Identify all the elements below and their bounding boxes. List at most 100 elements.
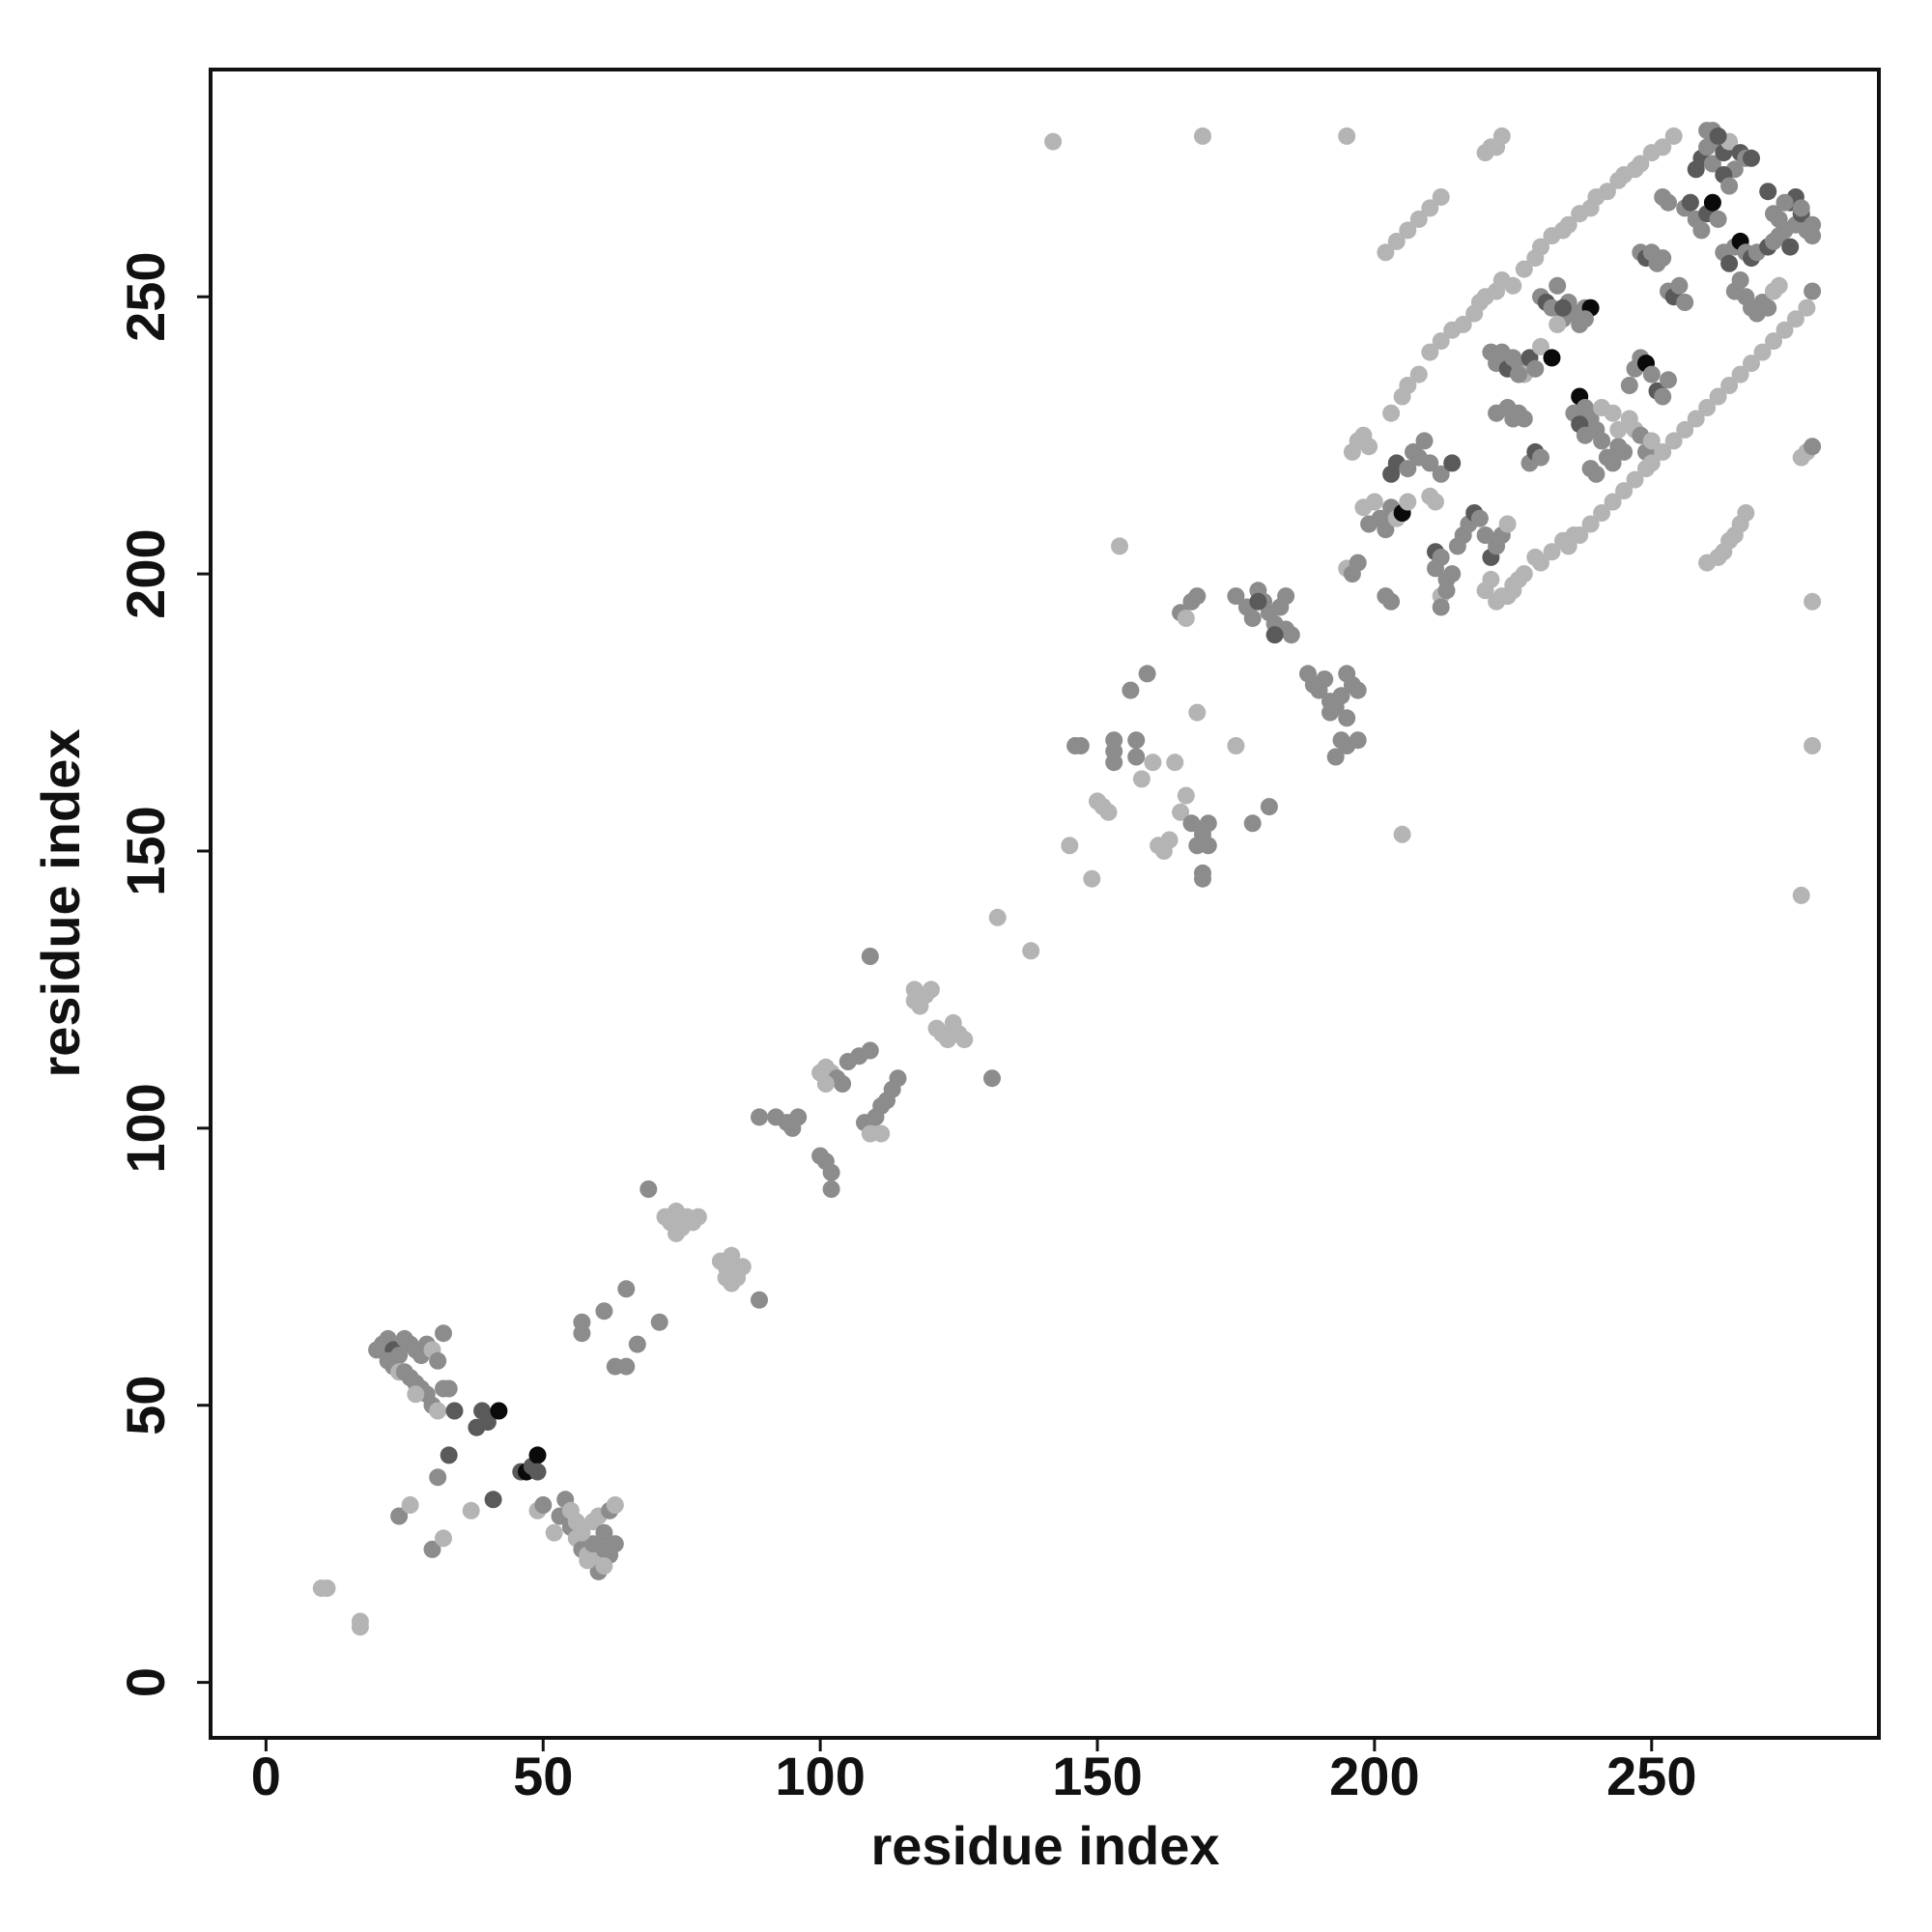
data-point [1099, 803, 1118, 821]
data-point [1543, 349, 1561, 367]
data-point [1260, 798, 1278, 816]
data-point [1804, 737, 1822, 754]
data-point [1604, 493, 1622, 511]
data-point [1664, 432, 1683, 450]
data-point [1798, 298, 1816, 317]
data-point [1332, 687, 1350, 705]
data-point [1321, 703, 1339, 722]
data-point [1510, 365, 1528, 384]
y-tick-label: 200 [115, 528, 176, 618]
data-point [617, 1357, 636, 1376]
data-point [1377, 521, 1395, 539]
data-point [1660, 371, 1677, 389]
data-point [1316, 670, 1334, 689]
data-point [1492, 127, 1511, 145]
data-point [1349, 554, 1367, 572]
data-point [1709, 210, 1727, 228]
data-point [1399, 377, 1417, 394]
data-point [1709, 387, 1727, 406]
data-point [689, 1208, 707, 1226]
data-point [955, 1031, 974, 1049]
data-point [1061, 837, 1079, 855]
data-point [1160, 831, 1179, 849]
data-point [1282, 626, 1300, 644]
data-point [1199, 814, 1217, 833]
data-point [1720, 377, 1739, 394]
data-point [1703, 155, 1721, 173]
data-point [751, 1291, 768, 1309]
x-axis-ticks: 0 50 100 150 200 250 [251, 1738, 1696, 1806]
data-point [545, 1523, 563, 1542]
data-point [1654, 138, 1672, 156]
x-tick-label: 50 [513, 1746, 573, 1806]
data-point [528, 1463, 547, 1481]
data-point [1559, 215, 1577, 234]
data-point [1626, 470, 1644, 489]
data-point [988, 908, 1007, 926]
data-point [462, 1501, 480, 1520]
data-point [1759, 298, 1777, 317]
data-point [1044, 132, 1063, 151]
data-point [1105, 753, 1123, 772]
data-point [1792, 886, 1810, 904]
data-point [816, 1075, 835, 1093]
data-point [639, 1180, 658, 1198]
y-tick-label: 100 [115, 1083, 176, 1173]
y-tick-label: 50 [115, 1376, 176, 1435]
data-point [1393, 825, 1411, 843]
data-point [1498, 515, 1517, 533]
data-point [1532, 554, 1549, 572]
data-point [1615, 442, 1634, 461]
data-point [1703, 193, 1721, 212]
data-point [1199, 837, 1217, 855]
data-point [1737, 504, 1755, 522]
data-point [1804, 592, 1822, 611]
data-point [1194, 864, 1211, 882]
y-tick-label: 250 [115, 251, 176, 341]
data-point [1720, 177, 1739, 195]
data-point [1421, 454, 1439, 472]
data-point [1138, 665, 1156, 683]
data-point [1476, 526, 1494, 544]
data-point [861, 1041, 879, 1060]
data-point [1804, 438, 1822, 456]
data-point [1326, 748, 1345, 766]
data-point [1609, 420, 1628, 439]
data-point [390, 1507, 409, 1525]
data-point [1709, 127, 1727, 145]
data-point [1399, 460, 1417, 478]
x-axis-title: residue index [870, 1815, 1219, 1876]
data-point [1571, 526, 1589, 544]
data-point [1681, 193, 1699, 212]
data-point [528, 1446, 547, 1464]
data-point [861, 948, 879, 965]
data-point [429, 1402, 447, 1420]
data-point [983, 1069, 1001, 1088]
data-point [1482, 570, 1500, 588]
data-point [1731, 365, 1749, 384]
data-point [751, 1108, 768, 1126]
data-point [789, 1108, 808, 1126]
data-point [1382, 404, 1401, 422]
data-point [1432, 332, 1450, 351]
data-point [1443, 454, 1462, 472]
data-point [1122, 681, 1140, 699]
data-point [318, 1579, 336, 1598]
data-point [1654, 249, 1672, 268]
data-point [1804, 215, 1822, 234]
x-tick-label: 0 [251, 1746, 281, 1806]
data-point [1670, 276, 1689, 295]
data-point [1642, 454, 1661, 472]
data-point [1377, 587, 1395, 606]
data-point [1127, 731, 1146, 750]
data-point [1071, 737, 1090, 754]
data-point [490, 1402, 508, 1420]
data-point [1615, 482, 1634, 500]
data-point [1188, 587, 1207, 606]
data-point [484, 1491, 502, 1509]
data-point [1277, 587, 1295, 606]
data-point [1642, 432, 1661, 450]
data-point [1338, 709, 1356, 727]
data-point [1581, 515, 1600, 533]
